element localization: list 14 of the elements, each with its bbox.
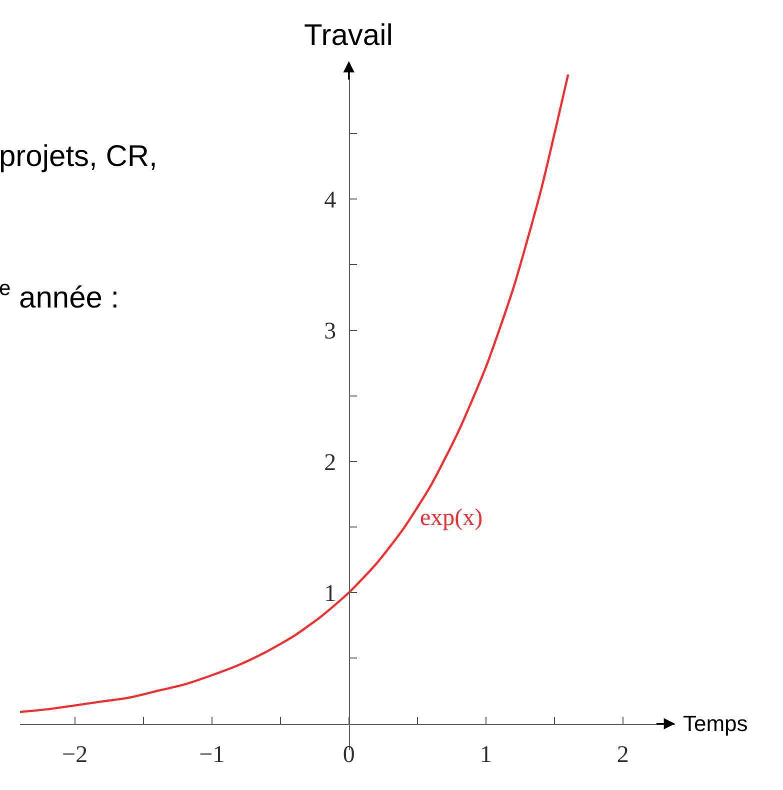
annotation: exp(x) (420, 505, 483, 531)
y-tick-label: 1 (324, 581, 336, 608)
x-axis-title: Temps (683, 711, 748, 736)
x-tick-label: −1 (199, 742, 225, 768)
annotation: projets, CR, (0, 140, 158, 173)
x-tick-label: 2 (616, 742, 629, 768)
y-tick-label: 3 (324, 318, 336, 345)
x-tick-label: 0 (342, 742, 355, 768)
y-tick-label: 4 (324, 188, 336, 214)
y-tick-label: 2 (324, 450, 336, 476)
x-tick-label: 1 (480, 742, 492, 768)
annotation: $^{e}$ année : (0, 277, 120, 315)
x-tick-label: −2 (62, 742, 88, 768)
y-axis-title: Travail (304, 19, 393, 52)
